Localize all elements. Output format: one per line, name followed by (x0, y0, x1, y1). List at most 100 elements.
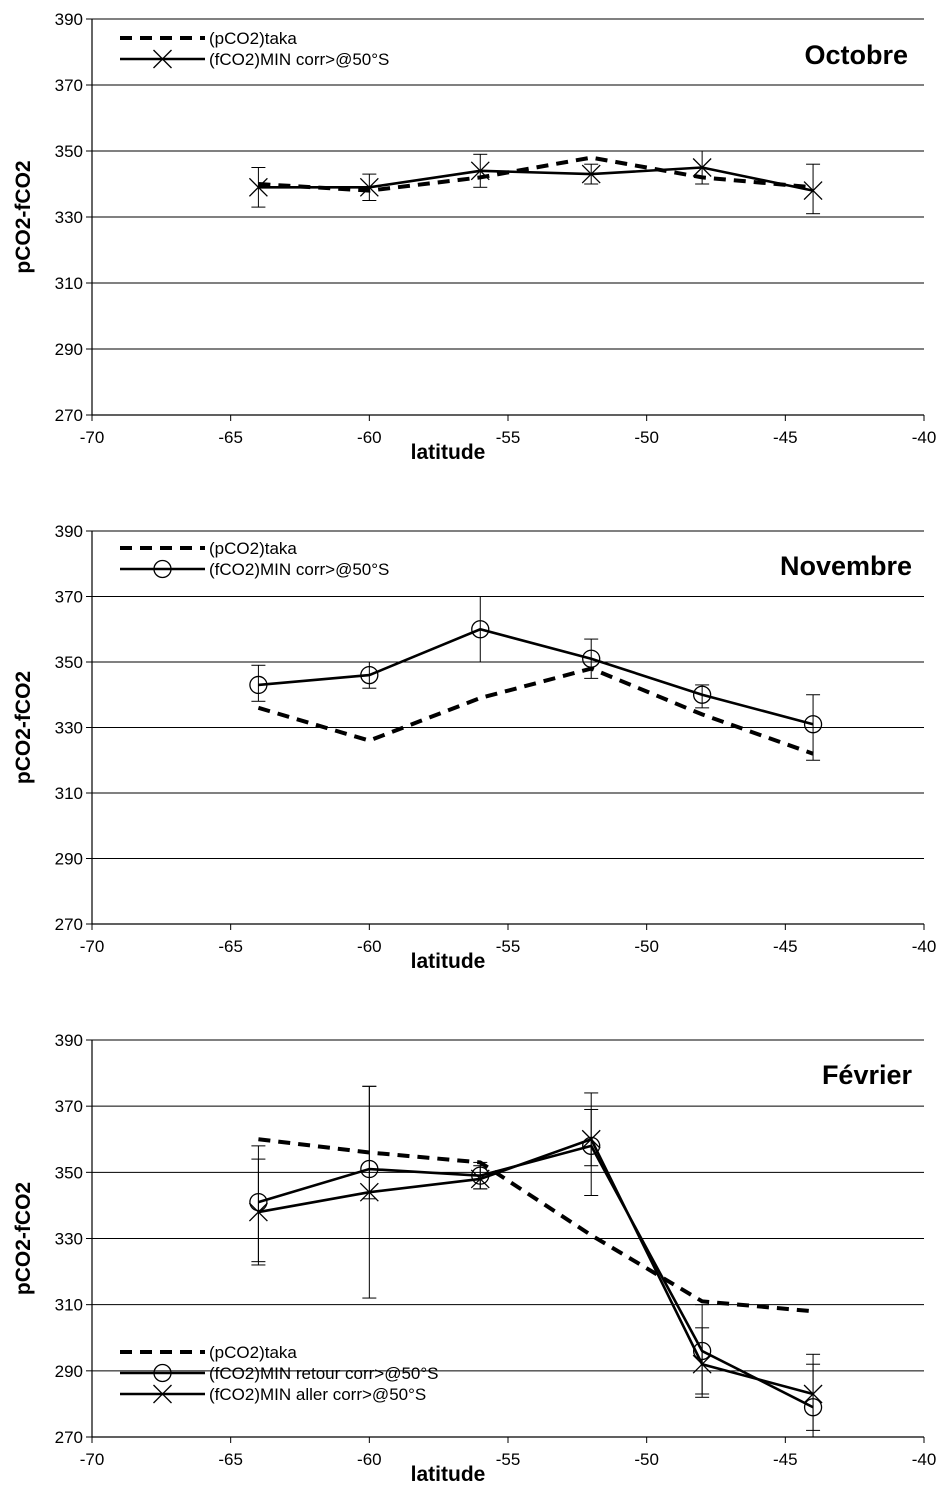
x-tick-label: -55 (496, 937, 521, 956)
error-bar (806, 694, 821, 761)
legend-marker (153, 1363, 172, 1383)
series-line-fco2-min (258, 166, 814, 192)
error-bar (806, 163, 821, 215)
legend-label: (fCO2)MIN corr>@50°S (209, 560, 389, 579)
x-tick-label: -60 (357, 937, 382, 956)
y-tick-label: 330 (55, 719, 83, 738)
y-tick-label: 270 (55, 915, 83, 934)
x-tick-label: -45 (773, 428, 798, 447)
data-point-stroke-b (692, 158, 712, 177)
data-point (359, 177, 379, 197)
x-tick-label: -45 (773, 1450, 798, 1469)
series-0-1 (248, 150, 823, 215)
y-tick-label: 350 (55, 1163, 83, 1182)
data-point (471, 620, 490, 639)
data-point-stroke-b (803, 1384, 823, 1404)
chart-panel-2: 270 290 310 330 350 370 390 -70 -65 -60 -55 -50 -45 -… (12, 1031, 936, 1486)
y-tick-label: 390 (55, 522, 83, 541)
series-line-pco2-taka (258, 1137, 814, 1314)
panel-title: Octobre (804, 40, 908, 70)
series-line-fco2-min (258, 627, 814, 726)
legend-label: (pCO2)taka (209, 1343, 297, 1362)
y-tick-label: 370 (55, 76, 83, 95)
data-point-stroke-b (248, 177, 268, 197)
y-tick-label: 390 (55, 1031, 83, 1050)
data-point (581, 164, 601, 184)
y-tick-label: 370 (55, 1097, 83, 1116)
error-bar (251, 1158, 266, 1263)
data-point-stroke-b (803, 181, 823, 201)
data-point (359, 1182, 379, 1202)
series-line-fco2-min (258, 1144, 814, 1409)
data-point-stroke-b (470, 1169, 490, 1189)
error-bar (584, 1108, 599, 1167)
y-tick-label: 350 (55, 653, 83, 672)
x-tick-label: -55 (496, 428, 521, 447)
y-tick-label: 330 (55, 208, 83, 227)
data-point-stroke-b (581, 164, 601, 184)
y-tick-label: 290 (55, 850, 83, 869)
x-tick-label: -45 (773, 937, 798, 956)
y-tick-label: 350 (55, 142, 83, 161)
x-tick-label: -65 (218, 1450, 243, 1469)
data-point (582, 649, 601, 668)
legend-1: (pCO2)taka (fCO2)MIN corr>@50°S (120, 539, 389, 579)
x-tick-label: -70 (80, 1450, 105, 1469)
data-point (803, 1384, 823, 1404)
chart-panel-1: 270 290 310 330 350 370 390 -70 -65 -60 -55 -50 -45 -… (12, 522, 936, 973)
x-tick-label: -70 (80, 937, 105, 956)
data-point (360, 665, 379, 685)
chart-panel-0: 270 290 310 330 350 370 390 -70 -65 -60 -55 -50 -45 -… (12, 10, 936, 464)
y-tick-label: 330 (55, 1230, 83, 1249)
data-point-stroke-b (470, 161, 490, 181)
x-axis-title: latitude (411, 441, 486, 464)
y-tick-label: 310 (55, 274, 83, 293)
y-axis-title: pCO2-fCO2 (12, 671, 35, 784)
legend-marker (153, 49, 172, 69)
y-tick-label: 310 (55, 1296, 83, 1315)
legend-0: (pCO2)taka (fCO2)MIN corr>@50°S (120, 29, 389, 69)
error-bar (473, 1165, 488, 1190)
x-tick-label: -65 (218, 937, 243, 956)
data-point-stroke-b (359, 1182, 379, 1202)
legend-marker-stroke-b (153, 1384, 172, 1404)
x-tick-label: -60 (357, 1450, 382, 1469)
x-axis-title: latitude (411, 950, 486, 973)
data-point (692, 685, 712, 704)
y-tick-label: 290 (55, 1362, 83, 1381)
data-point-stroke-b (359, 177, 379, 197)
data-point (470, 161, 490, 181)
y-tick-label: 390 (55, 10, 83, 29)
data-point (692, 158, 712, 177)
error-bar (695, 684, 710, 709)
x-tick-label: -55 (496, 1450, 521, 1469)
series-2-2 (248, 1085, 823, 1438)
data-point (248, 1202, 268, 1222)
legend-label: (pCO2)taka (209, 29, 297, 48)
x-tick-label: -50 (634, 937, 659, 956)
x-tick-label: -40 (912, 937, 937, 956)
x-tick-label: -40 (912, 1450, 937, 1469)
series-0-0 (258, 155, 814, 193)
y-tick-label: 270 (55, 406, 83, 425)
x-axis-title: latitude (411, 1463, 486, 1486)
x-tick-label: -50 (634, 1450, 659, 1469)
legend-marker (153, 1384, 172, 1404)
data-point-stroke-b (692, 1354, 712, 1374)
legend-label: (fCO2)MIN corr>@50°S (209, 50, 389, 69)
x-tick-label: -40 (912, 428, 937, 447)
series-1-0 (257, 666, 814, 756)
legend-label: (pCO2)taka (209, 539, 297, 558)
legend-2: (pCO2)taka (fCO2)MIN retour corr>@50°S (fC… (120, 1343, 439, 1404)
panel-title: Novembre (780, 551, 912, 581)
data-point (803, 181, 823, 201)
data-point (803, 715, 823, 734)
x-tick-label: -50 (634, 428, 659, 447)
y-tick-label: 290 (55, 340, 83, 359)
data-point (692, 1354, 712, 1374)
data-point (248, 177, 268, 197)
error-bar (251, 664, 266, 702)
data-point (470, 1169, 490, 1189)
series-line-pco2-taka (258, 155, 814, 193)
